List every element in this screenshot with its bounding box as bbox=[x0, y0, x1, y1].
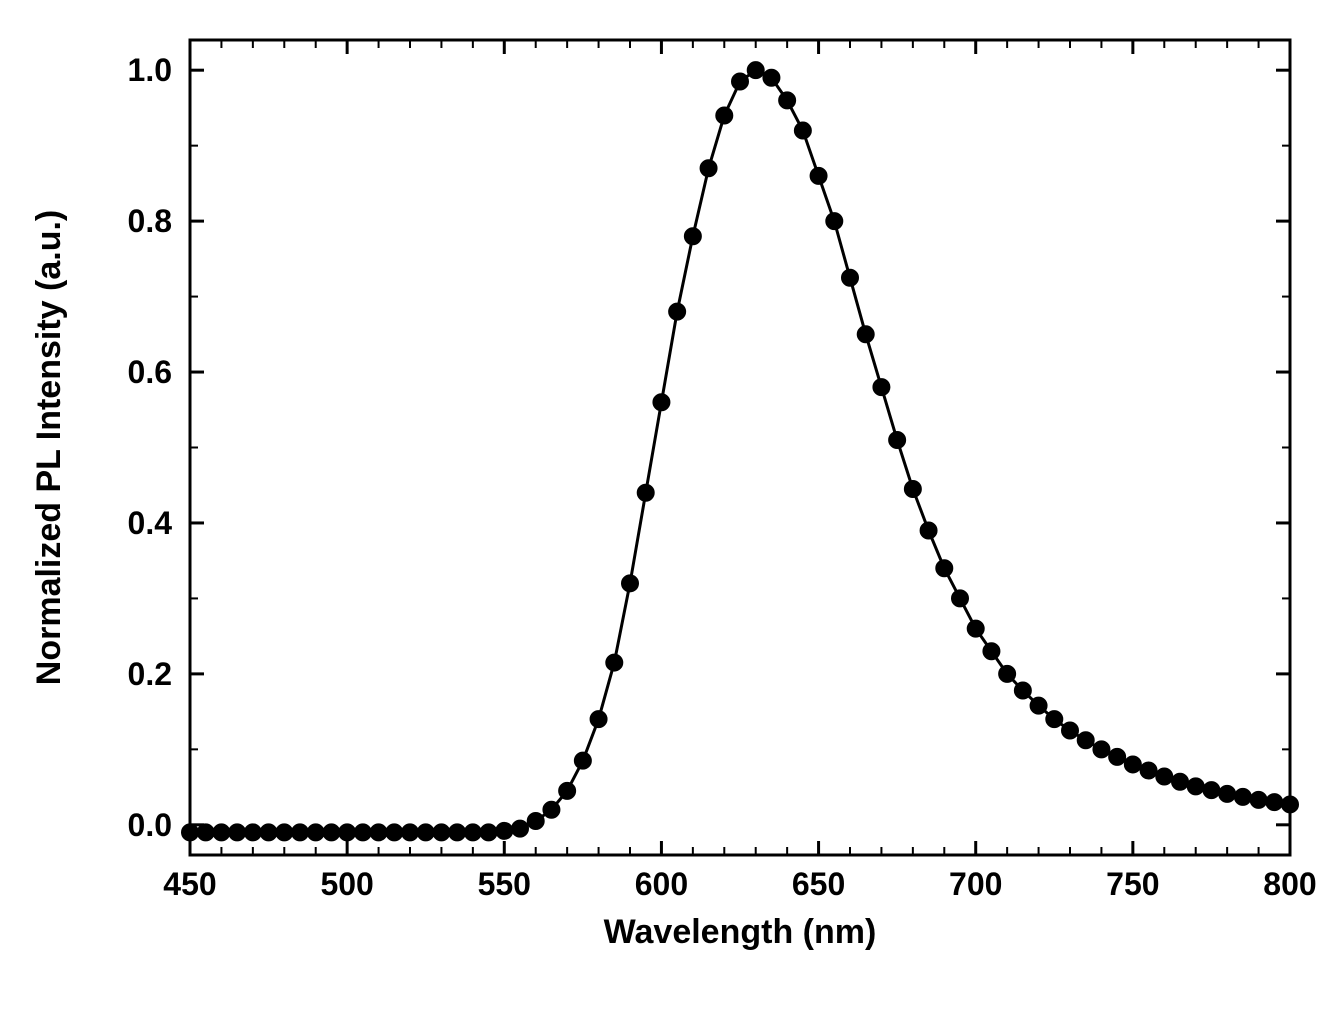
data-marker bbox=[213, 824, 230, 841]
data-marker bbox=[1282, 796, 1299, 813]
data-marker bbox=[590, 711, 607, 728]
data-marker bbox=[527, 813, 544, 830]
x-tick-label: 600 bbox=[635, 866, 688, 902]
data-marker bbox=[606, 654, 623, 671]
data-marker bbox=[354, 824, 371, 841]
data-marker bbox=[512, 820, 529, 837]
data-marker bbox=[276, 824, 293, 841]
data-marker bbox=[1062, 722, 1079, 739]
data-marker bbox=[873, 379, 890, 396]
y-tick-label: 0.6 bbox=[128, 354, 172, 390]
data-marker bbox=[543, 801, 560, 818]
x-tick-label: 550 bbox=[478, 866, 531, 902]
data-marker bbox=[307, 824, 324, 841]
data-marker bbox=[402, 824, 419, 841]
data-marker bbox=[1014, 682, 1031, 699]
x-tick-label: 800 bbox=[1263, 866, 1316, 902]
y-tick-label: 0.8 bbox=[128, 203, 172, 239]
chart-svg: 450 500 550 600 650 700 750 800 0.0 0.2 0.4 0.6 0.8 1… bbox=[0, 0, 1330, 1015]
y-tick-label: 0.0 bbox=[128, 807, 172, 843]
data-marker bbox=[1187, 778, 1204, 795]
data-marker bbox=[684, 228, 701, 245]
data-marker bbox=[983, 643, 1000, 660]
x-tick-label: 650 bbox=[792, 866, 845, 902]
data-marker bbox=[464, 824, 481, 841]
data-marker bbox=[826, 213, 843, 230]
data-marker bbox=[1109, 748, 1126, 765]
data-marker bbox=[1140, 762, 1157, 779]
y-tick-label: 1.0 bbox=[128, 52, 172, 88]
data-marker bbox=[197, 824, 214, 841]
data-marker bbox=[889, 431, 906, 448]
data-marker bbox=[244, 824, 261, 841]
data-marker bbox=[904, 481, 921, 498]
data-marker bbox=[1124, 756, 1141, 773]
data-marker bbox=[260, 824, 277, 841]
data-marker bbox=[323, 824, 340, 841]
data-marker bbox=[637, 484, 654, 501]
data-marker bbox=[449, 824, 466, 841]
data-marker bbox=[842, 269, 859, 286]
data-marker bbox=[292, 824, 309, 841]
x-tick-label: 700 bbox=[949, 866, 1002, 902]
data-marker bbox=[433, 824, 450, 841]
data-marker bbox=[1046, 711, 1063, 728]
data-marker bbox=[653, 394, 670, 411]
data-marker bbox=[370, 824, 387, 841]
data-marker bbox=[229, 824, 246, 841]
data-marker bbox=[1093, 741, 1110, 758]
data-marker bbox=[936, 560, 953, 577]
data-marker bbox=[182, 824, 199, 841]
y-axis-label: Normalized PL Intensity (a.u.) bbox=[30, 210, 68, 685]
data-marker bbox=[1234, 788, 1251, 805]
data-marker bbox=[857, 326, 874, 343]
data-marker bbox=[779, 92, 796, 109]
data-marker bbox=[810, 167, 827, 184]
data-marker bbox=[967, 620, 984, 637]
y-tick-label: 0.2 bbox=[128, 656, 172, 692]
data-marker bbox=[386, 824, 403, 841]
data-marker bbox=[732, 73, 749, 90]
data-marker bbox=[1156, 768, 1173, 785]
data-marker bbox=[1219, 785, 1236, 802]
x-tick-label: 500 bbox=[320, 866, 373, 902]
data-marker bbox=[763, 69, 780, 86]
x-tick-label: 450 bbox=[163, 866, 216, 902]
data-marker bbox=[1250, 791, 1267, 808]
data-marker bbox=[716, 107, 733, 124]
data-marker bbox=[669, 303, 686, 320]
data-marker bbox=[747, 62, 764, 79]
data-marker bbox=[1172, 773, 1189, 790]
pl-spectrum-chart: 450 500 550 600 650 700 750 800 0.0 0.2 0.4 0.6 0.8 1… bbox=[0, 0, 1330, 1015]
data-marker bbox=[622, 575, 639, 592]
data-marker bbox=[496, 822, 513, 839]
data-marker bbox=[1030, 697, 1047, 714]
data-marker bbox=[999, 665, 1016, 682]
data-marker bbox=[700, 160, 717, 177]
data-marker bbox=[339, 824, 356, 841]
x-tick-label: 750 bbox=[1106, 866, 1159, 902]
data-marker bbox=[417, 824, 434, 841]
data-marker bbox=[1203, 782, 1220, 799]
data-marker bbox=[920, 522, 937, 539]
data-marker bbox=[574, 752, 591, 769]
data-marker bbox=[1077, 732, 1094, 749]
data-marker bbox=[559, 782, 576, 799]
data-marker bbox=[1266, 794, 1283, 811]
data-marker bbox=[952, 590, 969, 607]
y-tick-label: 0.4 bbox=[128, 505, 173, 541]
x-axis-label: Wavelength (nm) bbox=[604, 913, 877, 951]
data-marker bbox=[794, 122, 811, 139]
data-marker bbox=[480, 824, 497, 841]
